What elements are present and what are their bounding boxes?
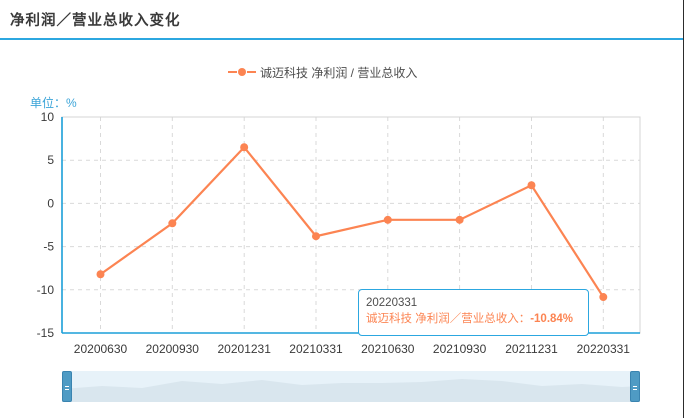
svg-text:20220331: 20220331: [577, 342, 631, 356]
svg-text:10: 10: [41, 110, 55, 124]
svg-text:20210930: 20210930: [433, 342, 487, 356]
svg-text:5: 5: [47, 153, 54, 167]
svg-text:20210331: 20210331: [289, 342, 343, 356]
svg-text:-15: -15: [37, 326, 55, 340]
svg-text:20211231: 20211231: [505, 342, 558, 356]
svg-text:20200930: 20200930: [146, 342, 200, 356]
svg-text:20210630: 20210630: [361, 342, 415, 356]
svg-text:-10: -10: [37, 283, 55, 297]
svg-text:0: 0: [47, 196, 54, 210]
svg-text:20201231: 20201231: [218, 342, 272, 356]
svg-text:20200630: 20200630: [74, 342, 128, 356]
svg-text:-5: -5: [43, 240, 54, 254]
